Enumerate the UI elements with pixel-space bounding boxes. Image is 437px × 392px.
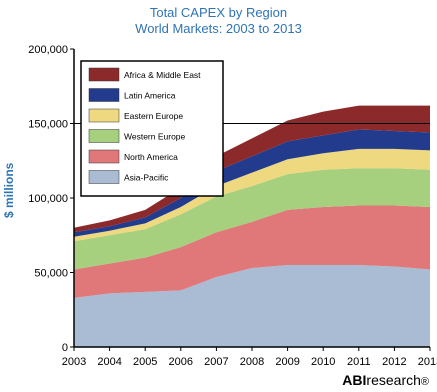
legend-label-north-america: North America <box>124 152 178 162</box>
x-tick-label: 2007 <box>204 356 228 368</box>
x-tick-label: 2005 <box>133 356 157 368</box>
legend-swatch-asia-pacific <box>88 170 120 184</box>
area-eastern-europe <box>74 148 430 242</box>
legend-swatch-africa-middle-east <box>88 67 120 82</box>
x-tick-label: 2003 <box>62 356 86 368</box>
legend-swatch-western-europe <box>88 129 120 143</box>
legend-label-eastern-europe: Eastern Europe <box>124 111 183 121</box>
x-tick-label: 2006 <box>169 356 193 368</box>
x-tick-label: 2013 <box>418 356 437 368</box>
x-tick-label: 2011 <box>347 356 371 368</box>
area-africa-middle-east <box>74 105 430 233</box>
x-tick-label: 2010 <box>311 356 335 368</box>
y-tick-label: 100,000 <box>28 193 68 205</box>
area-western-europe <box>74 168 430 270</box>
legend-swatch-north-america <box>88 149 120 164</box>
y-tick-label: 0 <box>62 342 68 354</box>
legend-swatch-eastern-europe <box>88 108 120 123</box>
chart-title: Total CAPEX by Region <box>149 5 288 20</box>
legend-label-africa-middle-east: Africa & Middle East <box>124 70 201 80</box>
area-latin-america <box>74 129 430 237</box>
x-tick-label: 2004 <box>97 356 121 368</box>
chart-subtitle: World Markets: 2003 to 2013 <box>135 21 302 36</box>
y-tick-label: 150,000 <box>28 119 68 131</box>
legend-label-latin-america: Latin America <box>124 91 176 101</box>
area-north-america <box>74 205 430 298</box>
legend-label-western-europe: Western Europe <box>124 132 186 142</box>
x-tick-label: 2008 <box>240 356 264 368</box>
legend-swatch-latin-america <box>88 88 120 102</box>
y-tick-label: 200,000 <box>28 44 68 56</box>
area-asia-pacific <box>74 265 430 347</box>
y-tick-label: 50,000 <box>34 268 68 280</box>
abi-research-logo: ABIresearch® <box>342 372 429 388</box>
x-tick-label: 2012 <box>382 356 406 368</box>
x-tick-label: 2009 <box>275 356 299 368</box>
legend-label-asia-pacific: Asia-Pacific <box>124 173 169 183</box>
